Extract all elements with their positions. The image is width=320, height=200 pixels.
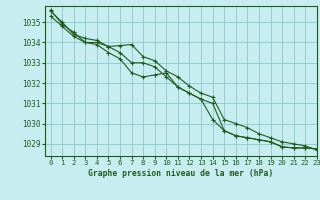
X-axis label: Graphe pression niveau de la mer (hPa): Graphe pression niveau de la mer (hPa) <box>88 169 273 178</box>
